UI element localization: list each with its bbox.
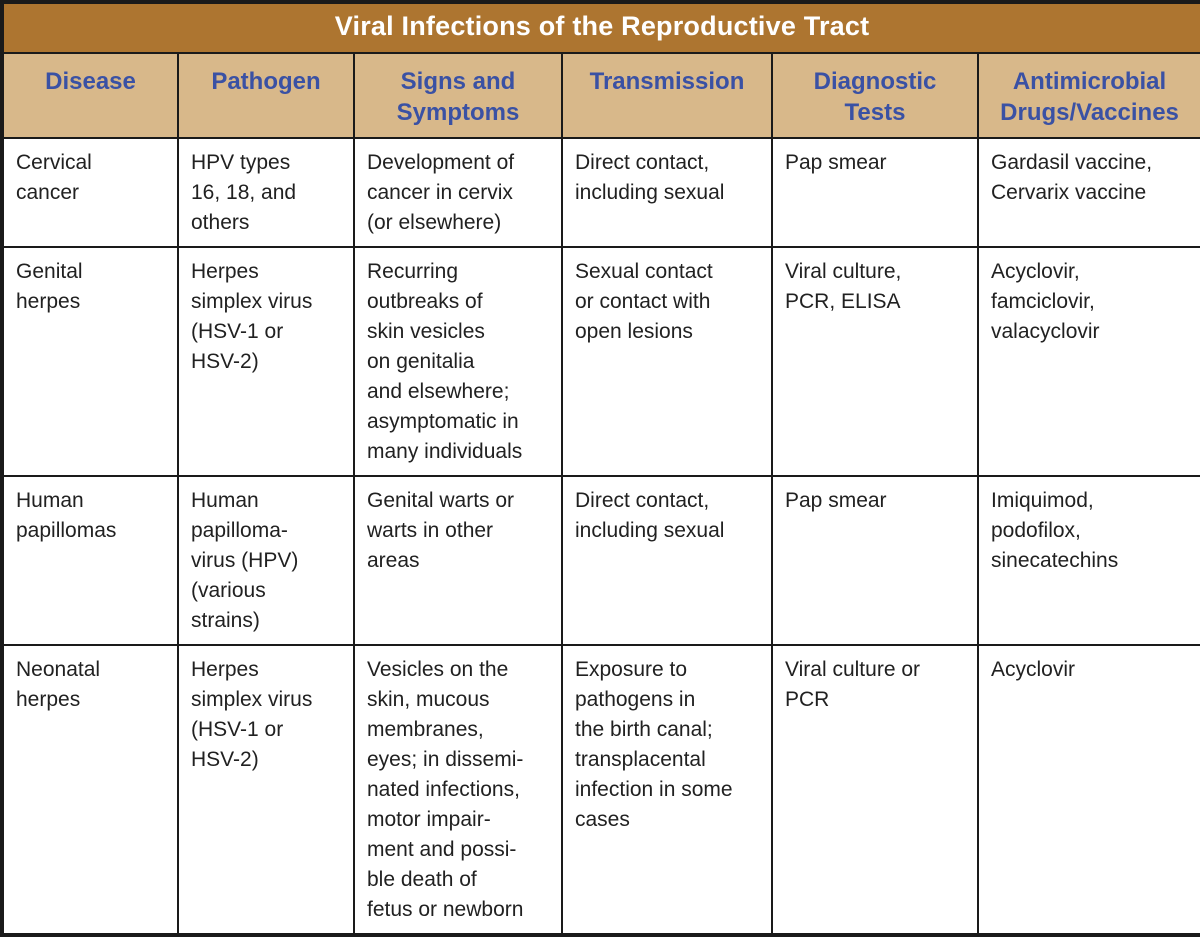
cell-r3-pathogen: Human papilloma- virus (HPV) (various st… — [177, 475, 355, 646]
cell-r1-transmission: Direct contact, including sexual — [561, 137, 773, 248]
cell-r3-drugs-vaccines: Imiquimod, podofilox, sinecatechins — [976, 475, 1200, 646]
cell-r1-pathogen: HPV types 16, 18, and others — [177, 137, 355, 248]
cell-r1-signs-symptoms: Development of cancer in cervix (or else… — [353, 137, 563, 248]
cell-r2-transmission: Sexual contact or contact with open lesi… — [561, 246, 773, 477]
cell-r2-pathogen: Herpes simplex virus (HSV-1 or HSV-2) — [177, 246, 355, 477]
table-row-neonatal-herpes: Neonatal herpes Herpes simplex virus (HS… — [1, 644, 1200, 936]
cell-r1-diagnostic-tests: Pap smear — [771, 137, 979, 248]
cell-r2-disease: Genital herpes — [1, 246, 179, 477]
table-title: Viral Infections of the Reproductive Tra… — [0, 1, 1200, 54]
cell-r2-diagnostic-tests: Viral culture, PCR, ELISA — [771, 246, 979, 477]
table-row-cervical-cancer: Cervical cancer HPV types 16, 18, and ot… — [1, 137, 1200, 248]
table-row-human-papillomas: Human papillomas Human papilloma- virus … — [1, 475, 1200, 646]
cell-r4-disease: Neonatal herpes — [1, 644, 179, 936]
column-header-diagnostic-tests: Diagnostic Tests — [771, 52, 979, 139]
cell-r2-signs-symptoms: Recurring outbreaks of skin vesicles on … — [353, 246, 563, 477]
cell-r3-disease: Human papillomas — [1, 475, 179, 646]
column-header-pathogen: Pathogen — [177, 52, 355, 139]
cell-r2-drugs-vaccines: Acyclovir, famciclovir, valacyclovir — [976, 246, 1200, 477]
cell-r4-diagnostic-tests: Viral culture or PCR — [771, 644, 979, 936]
cell-r4-drugs-vaccines: Acyclovir — [976, 644, 1200, 936]
cell-r4-signs-symptoms: Vesicles on the skin, mucous membranes, … — [353, 644, 563, 936]
column-header-row: Disease Pathogen Signs and Symptoms Tran… — [1, 52, 1200, 139]
column-header-transmission: Transmission — [561, 52, 773, 139]
cell-r1-drugs-vaccines: Gardasil vaccine, Cervarix vaccine — [976, 137, 1200, 248]
column-header-disease: Disease — [1, 52, 179, 139]
cell-r3-signs-symptoms: Genital warts or warts in other areas — [353, 475, 563, 646]
table-row-genital-herpes: Genital herpes Herpes simplex virus (HSV… — [1, 246, 1200, 477]
cell-r3-diagnostic-tests: Pap smear — [771, 475, 979, 646]
cell-r4-pathogen: Herpes simplex virus (HSV-1 or HSV-2) — [177, 644, 355, 936]
cell-r4-transmission: Exposure to pathogens in the birth canal… — [561, 644, 773, 936]
column-header-drugs-vaccines: Antimicrobial Drugs/Vaccines — [976, 52, 1200, 139]
cell-r3-transmission: Direct contact, including sexual — [561, 475, 773, 646]
title-row: Viral Infections of the Reproductive Tra… — [0, 1, 1200, 54]
cell-r1-disease: Cervical cancer — [1, 137, 179, 248]
column-header-signs-symptoms: Signs and Symptoms — [353, 52, 563, 139]
